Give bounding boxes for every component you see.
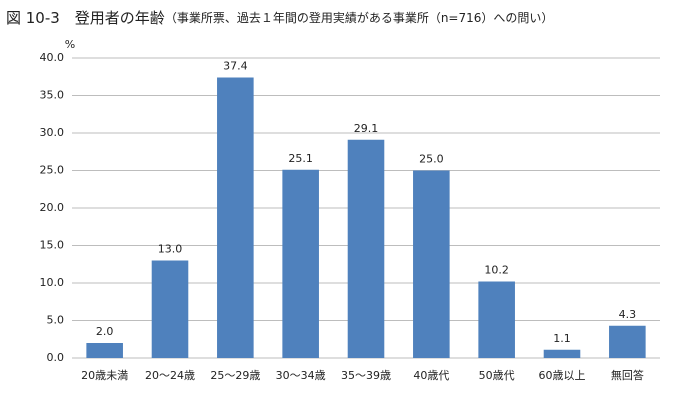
bar [282,169,319,358]
value-label: 37.4 [223,60,248,73]
bar [609,325,646,358]
x-tick-label: 50歳代 [479,369,515,382]
x-tick-label: 25～29歳 [210,369,260,382]
y-tick-label: 15.0 [40,239,65,252]
bar [543,349,581,358]
y-tick-label: 10.0 [40,276,65,289]
y-tick-label: 5.0 [47,314,65,327]
bar [151,260,189,358]
value-label: 1.1 [553,332,571,345]
x-tick-label: 30～34歳 [276,369,326,382]
value-label: 13.0 [158,243,183,256]
title: 図 10-3 登用者の年齢 [6,9,165,27]
x-tick-label: 20歳未満 [81,369,128,382]
y-tick-label: 30.0 [40,126,65,139]
x-tick-label: 20～24歳 [145,369,195,382]
value-label: 10.2 [484,264,509,277]
x-tick-label: 無回答 [611,368,644,382]
value-label: 2.0 [96,325,114,338]
y-unit: % [65,38,75,51]
x-tick-label: 35～39歳 [341,369,391,382]
x-tick-label: 60歳以上 [539,369,586,382]
y-tick-label: 0.0 [47,351,65,364]
value-label: 29.1 [354,122,379,135]
y-tick-label: 25.0 [40,164,65,177]
y-tick-label: 20.0 [40,201,65,214]
chart-title: 図 10-3 登用者の年齢（事業所票、過去１年間の登用実績がある事業所（n=71… [6,9,553,27]
value-label: 25.0 [419,153,444,166]
bar [86,343,123,358]
bar [413,170,450,358]
subtitle: （事業所票、過去１年間の登用実績がある事業所（n=716）への問い） [165,10,554,25]
bar [347,139,385,358]
value-label: 25.1 [288,152,313,165]
value-label: 4.3 [619,308,637,321]
y-tick-label: 35.0 [40,89,65,102]
bar [217,77,254,358]
y-tick-label: 40.0 [40,51,65,64]
x-tick-label: 40歳代 [413,369,449,382]
bar [478,281,515,358]
